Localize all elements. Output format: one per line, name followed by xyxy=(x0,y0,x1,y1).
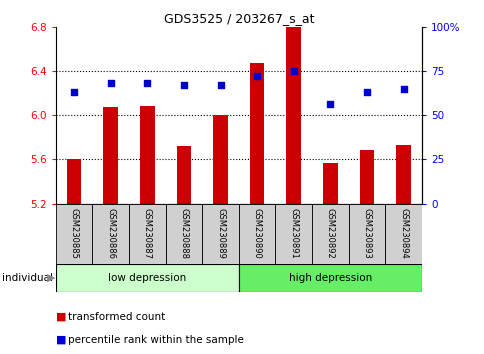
Bar xyxy=(275,204,312,264)
Bar xyxy=(249,63,264,204)
Text: low depression: low depression xyxy=(108,273,186,283)
Text: ■: ■ xyxy=(56,312,66,322)
Text: GSM230893: GSM230893 xyxy=(362,208,371,259)
Bar xyxy=(176,146,191,204)
Point xyxy=(253,73,260,79)
Bar xyxy=(166,204,202,264)
Text: GSM230892: GSM230892 xyxy=(325,208,334,259)
Point xyxy=(106,80,114,86)
Point xyxy=(289,68,297,74)
Text: GSM230894: GSM230894 xyxy=(398,208,408,259)
Text: ■: ■ xyxy=(56,335,66,345)
Text: transformed count: transformed count xyxy=(68,312,165,322)
Bar xyxy=(239,204,275,264)
Text: GSM230887: GSM230887 xyxy=(142,208,151,259)
Bar xyxy=(322,162,337,204)
Bar xyxy=(103,107,118,204)
Bar xyxy=(286,27,301,204)
Text: ▶: ▶ xyxy=(47,273,56,283)
Point xyxy=(70,89,78,95)
Bar xyxy=(56,264,239,292)
Text: GSM230888: GSM230888 xyxy=(179,208,188,259)
Bar xyxy=(312,204,348,264)
Text: GSM230885: GSM230885 xyxy=(69,208,78,259)
Point xyxy=(399,86,407,91)
Text: GSM230889: GSM230889 xyxy=(215,208,225,259)
Bar xyxy=(56,204,92,264)
Text: GSM230891: GSM230891 xyxy=(288,208,298,259)
Text: individual: individual xyxy=(2,273,53,283)
Text: GSM230886: GSM230886 xyxy=(106,208,115,259)
Bar xyxy=(348,204,385,264)
Bar xyxy=(239,264,421,292)
Text: high depression: high depression xyxy=(288,273,371,283)
Bar xyxy=(395,145,410,204)
Point xyxy=(363,89,370,95)
Point xyxy=(180,82,187,88)
Bar xyxy=(213,115,227,204)
Bar xyxy=(384,204,421,264)
Bar xyxy=(140,106,154,204)
Bar xyxy=(92,204,129,264)
Bar xyxy=(202,204,239,264)
Bar xyxy=(359,150,374,204)
Point xyxy=(143,80,151,86)
Point xyxy=(216,82,224,88)
Text: percentile rank within the sample: percentile rank within the sample xyxy=(68,335,243,345)
Text: GSM230890: GSM230890 xyxy=(252,208,261,259)
Bar xyxy=(129,204,166,264)
Point xyxy=(326,102,333,107)
Title: GDS3525 / 203267_s_at: GDS3525 / 203267_s_at xyxy=(163,12,314,25)
Bar xyxy=(67,159,81,204)
